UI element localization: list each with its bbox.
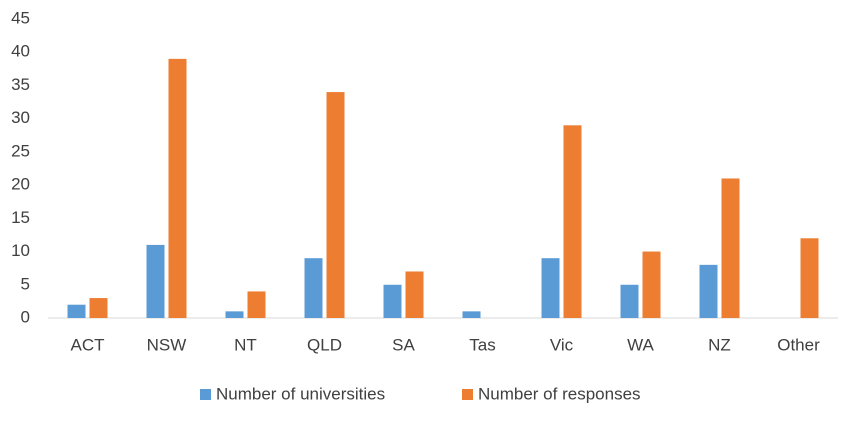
x-tick-label: NT bbox=[234, 335, 257, 354]
y-tick-label: 35 bbox=[11, 75, 30, 94]
x-tick-label: NSW bbox=[147, 335, 187, 354]
legend-label: Number of responses bbox=[478, 384, 641, 403]
x-tick-label: QLD bbox=[307, 335, 342, 354]
y-tick-label: 0 bbox=[21, 307, 30, 326]
x-tick-label: Vic bbox=[550, 335, 574, 354]
y-tick-label: 15 bbox=[11, 208, 30, 227]
bar bbox=[462, 311, 481, 318]
bar bbox=[146, 244, 165, 318]
bar bbox=[721, 178, 740, 318]
y-tick-label: 40 bbox=[11, 42, 30, 61]
y-tick-label: 20 bbox=[11, 175, 30, 194]
legend-label: Number of universities bbox=[216, 384, 385, 403]
legend-swatch bbox=[462, 389, 473, 400]
bar bbox=[405, 271, 424, 318]
bar bbox=[383, 284, 402, 318]
bar bbox=[67, 304, 86, 318]
bar bbox=[225, 311, 244, 318]
bar bbox=[642, 251, 661, 318]
y-tick-label: 30 bbox=[11, 108, 30, 127]
bar bbox=[168, 58, 187, 318]
x-tick-label: Tas bbox=[469, 335, 495, 354]
y-tick-label: 5 bbox=[21, 274, 30, 293]
y-tick-label: 10 bbox=[11, 241, 30, 260]
legend-swatch bbox=[200, 389, 211, 400]
x-tick-label: Other bbox=[777, 335, 820, 354]
bar bbox=[304, 258, 323, 318]
bar bbox=[326, 92, 345, 318]
x-tick-label: WA bbox=[627, 335, 654, 354]
x-tick-label: NZ bbox=[708, 335, 731, 354]
y-tick-label: 25 bbox=[11, 141, 30, 160]
bar bbox=[563, 125, 582, 318]
bar bbox=[89, 298, 108, 318]
bar bbox=[620, 284, 639, 318]
x-tick-label: SA bbox=[392, 335, 415, 354]
bar bbox=[247, 291, 266, 318]
bar bbox=[699, 264, 718, 318]
x-tick-label: ACT bbox=[71, 335, 105, 354]
bar bbox=[541, 258, 560, 318]
y-tick-label: 45 bbox=[11, 8, 30, 27]
bar bbox=[800, 238, 819, 318]
